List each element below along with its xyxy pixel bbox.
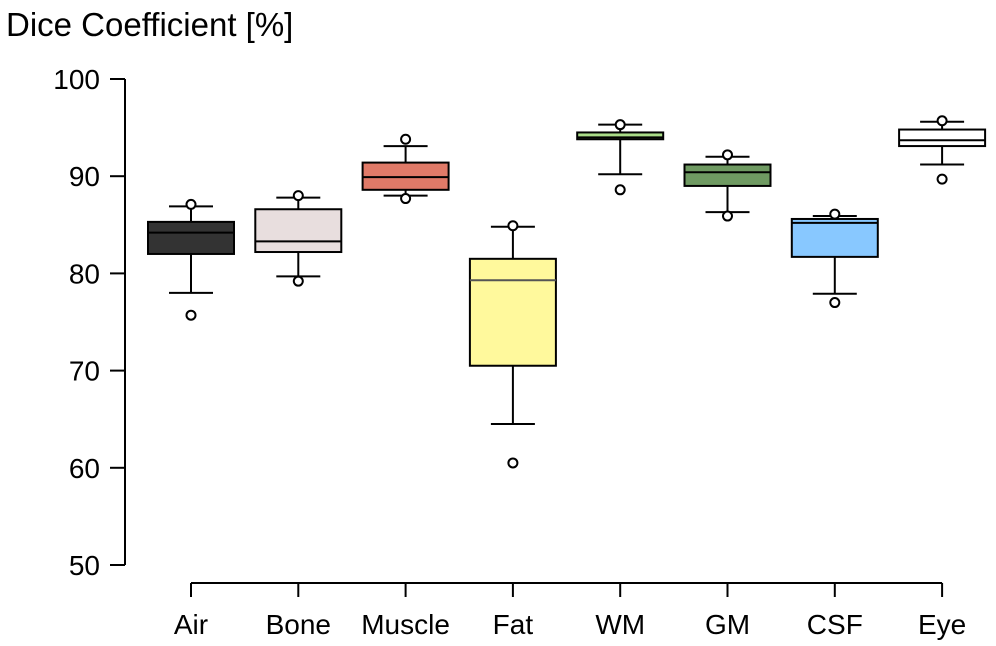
- x-tick-label: GM: [705, 609, 750, 640]
- y-axis: 50 60 70 80 90 100: [53, 64, 126, 581]
- outlier-point: [829, 297, 841, 309]
- x-tick-label: Bone: [266, 609, 331, 640]
- box-wm: [576, 119, 665, 196]
- box-muscle: [361, 133, 450, 205]
- box-csf: [790, 208, 879, 309]
- y-tick-label: 50: [69, 550, 100, 581]
- x-tick-label: Fat: [493, 609, 534, 640]
- chart-title: Dice Coefficient [%]: [6, 6, 294, 43]
- y-tick-label: 90: [69, 161, 100, 192]
- outlier-point: [400, 193, 412, 205]
- outlier-point: [292, 275, 304, 287]
- outlier-point: [722, 210, 733, 222]
- box-body: [576, 131, 665, 141]
- x-tick-label: Muscle: [361, 609, 450, 640]
- x-tick-label: Eye: [918, 609, 966, 640]
- outlier-point: [185, 309, 197, 321]
- box-series: [147, 115, 987, 469]
- outlier-point: [722, 149, 733, 161]
- outlier-point: [292, 190, 304, 202]
- box-air: [147, 198, 235, 321]
- outlier-point: [614, 119, 626, 131]
- outlier-point: [400, 133, 412, 145]
- x-tick-label: Air: [174, 609, 208, 640]
- x-tick-label: CSF: [807, 609, 863, 640]
- outlier-point: [936, 173, 948, 185]
- outlier-point: [507, 457, 519, 469]
- box-gm: [683, 149, 772, 222]
- outlier-point: [507, 220, 519, 232]
- y-tick-label: 80: [69, 258, 100, 289]
- box-fat: [468, 220, 557, 469]
- y-tick-label: 100: [53, 64, 100, 95]
- outlier-point: [936, 115, 948, 127]
- box-body: [898, 128, 987, 148]
- box-body: [147, 220, 235, 255]
- box-body: [468, 257, 557, 367]
- box-body: [683, 163, 772, 187]
- y-tick-label: 60: [69, 453, 100, 484]
- box-body: [254, 208, 343, 254]
- box-eye: [898, 115, 987, 185]
- box-body: [790, 217, 879, 258]
- y-tick-label: 70: [69, 356, 100, 387]
- outlier-point: [185, 198, 197, 210]
- outlier-point: [829, 208, 841, 220]
- x-tick-label: WM: [595, 609, 645, 640]
- box-bone: [254, 190, 343, 287]
- x-axis: Air Bone Muscle Fat WM GM CSF Eye: [174, 582, 966, 640]
- outlier-point: [614, 184, 626, 196]
